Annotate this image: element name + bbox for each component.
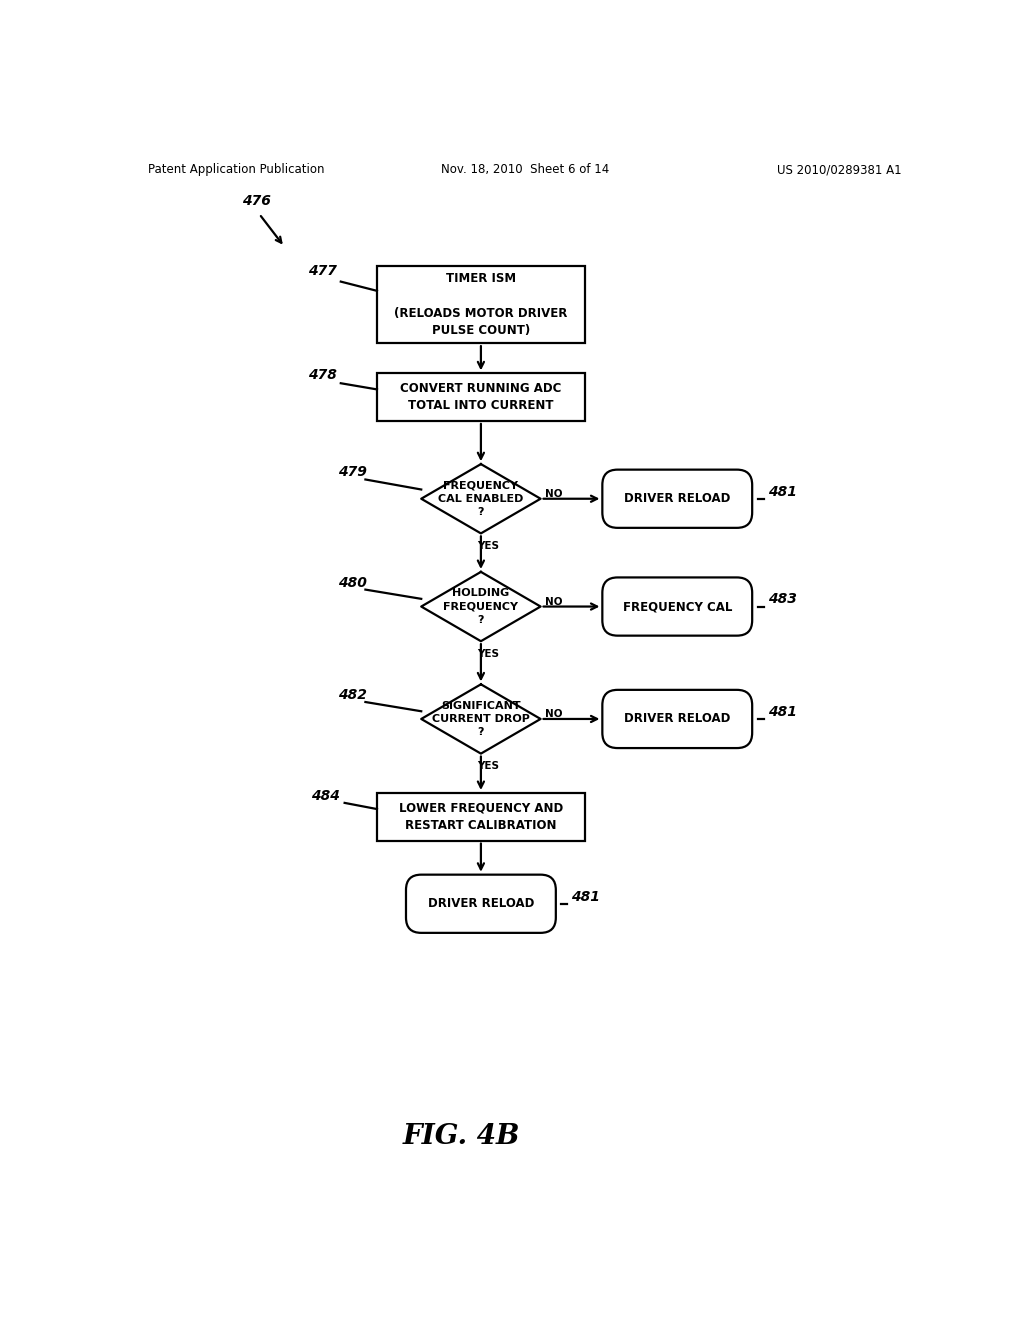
Text: LOWER FREQUENCY AND
RESTART CALIBRATION: LOWER FREQUENCY AND RESTART CALIBRATION xyxy=(398,801,563,832)
Text: FREQUENCY CAL: FREQUENCY CAL xyxy=(623,601,732,612)
Text: 484: 484 xyxy=(311,789,340,803)
Text: 481: 481 xyxy=(768,705,797,719)
Text: NO: NO xyxy=(545,490,563,499)
Text: YES: YES xyxy=(477,649,500,659)
Text: DRIVER RELOAD: DRIVER RELOAD xyxy=(624,492,730,506)
FancyBboxPatch shape xyxy=(602,577,753,636)
Text: 479: 479 xyxy=(339,466,368,479)
Text: 483: 483 xyxy=(768,593,797,606)
FancyBboxPatch shape xyxy=(406,875,556,933)
Text: CONVERT RUNNING ADC
TOTAL INTO CURRENT: CONVERT RUNNING ADC TOTAL INTO CURRENT xyxy=(400,381,561,412)
Text: 482: 482 xyxy=(339,688,368,702)
FancyBboxPatch shape xyxy=(377,374,585,421)
Text: NO: NO xyxy=(545,597,563,607)
Text: Nov. 18, 2010  Sheet 6 of 14: Nov. 18, 2010 Sheet 6 of 14 xyxy=(440,164,609,177)
Text: 477: 477 xyxy=(307,264,337,279)
Text: FIG. 4B: FIG. 4B xyxy=(402,1123,520,1150)
Text: DRIVER RELOAD: DRIVER RELOAD xyxy=(624,713,730,726)
Text: 481: 481 xyxy=(571,890,600,904)
Text: YES: YES xyxy=(477,762,500,771)
FancyBboxPatch shape xyxy=(602,470,753,528)
Text: NO: NO xyxy=(545,709,563,719)
FancyBboxPatch shape xyxy=(377,267,585,343)
Text: US 2010/0289381 A1: US 2010/0289381 A1 xyxy=(777,164,902,177)
Text: HOLDING
FREQUENCY
?: HOLDING FREQUENCY ? xyxy=(443,589,518,624)
Text: FREQUENCY
CAL ENABLED
?: FREQUENCY CAL ENABLED ? xyxy=(438,480,523,517)
Text: Patent Application Publication: Patent Application Publication xyxy=(147,164,324,177)
FancyBboxPatch shape xyxy=(377,793,585,841)
Text: 476: 476 xyxy=(243,194,271,207)
Text: TIMER ISM

(RELOADS MOTOR DRIVER
PULSE COUNT): TIMER ISM (RELOADS MOTOR DRIVER PULSE CO… xyxy=(394,272,567,338)
Text: SIGNIFICANT
CURRENT DROP
?: SIGNIFICANT CURRENT DROP ? xyxy=(432,701,529,737)
Text: DRIVER RELOAD: DRIVER RELOAD xyxy=(428,898,535,911)
FancyBboxPatch shape xyxy=(602,690,753,748)
Text: 480: 480 xyxy=(339,576,368,590)
Text: 478: 478 xyxy=(307,368,337,383)
Text: YES: YES xyxy=(477,541,500,550)
Text: 481: 481 xyxy=(768,484,797,499)
